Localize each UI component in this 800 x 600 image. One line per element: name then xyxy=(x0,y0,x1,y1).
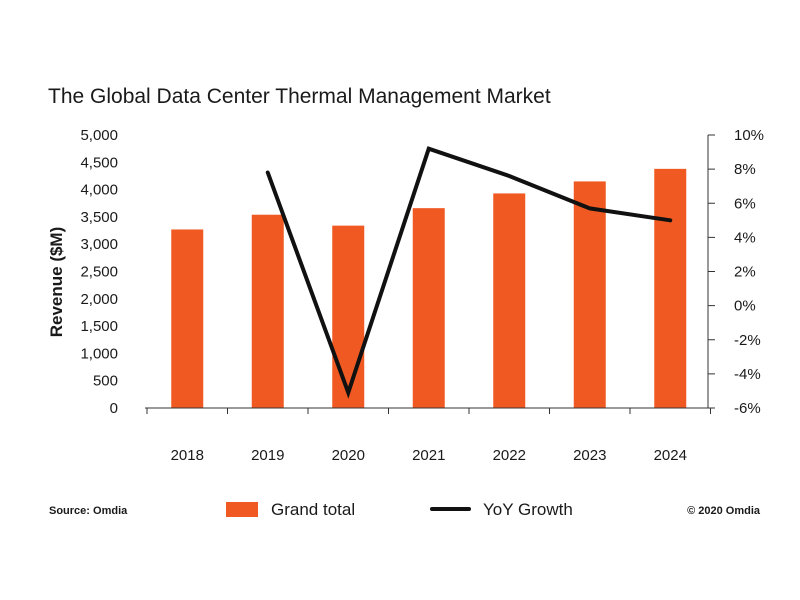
y2-tick-label: 8% xyxy=(734,161,756,178)
y-tick-label: 0 xyxy=(110,400,118,417)
bar-2019 xyxy=(251,214,284,408)
bar-2023 xyxy=(573,181,606,408)
right-axis-ticks: 10% 8% 6% 4% 2% 0% -2% -4% -6% xyxy=(708,127,764,417)
y2-tick-label: 10% xyxy=(734,127,764,144)
y2-tick-label: 0% xyxy=(734,298,756,315)
source-note: Source: Omdia xyxy=(49,505,128,517)
y2-tick-label: -4% xyxy=(734,366,761,383)
x-tick-label-2019: 2019 xyxy=(251,447,284,464)
left-axis-ticks: 5,000 4,500 4,000 3,500 3,000 2,500 2,000 1,500… xyxy=(80,127,118,417)
chart-title: The Global Data Center Thermal Managemen… xyxy=(48,85,551,108)
y-tick-label: 5,000 xyxy=(80,127,118,144)
y2-tick-label: 4% xyxy=(734,229,756,246)
y-tick-label: 2,500 xyxy=(80,264,118,281)
legend: Grand total YoY Growth xyxy=(226,500,573,519)
bar-series xyxy=(171,168,687,408)
bar-2021 xyxy=(412,208,445,408)
x-tick-label-2022: 2022 xyxy=(493,447,526,464)
legend-swatch-grand-total xyxy=(226,502,258,517)
line-series xyxy=(265,146,673,399)
y-tick-label: 2,000 xyxy=(80,291,118,308)
y2-tick-label: -6% xyxy=(734,400,761,417)
y-tick-label: 1,500 xyxy=(80,318,118,335)
bar-2020 xyxy=(332,225,365,408)
y-tick-label: 4,000 xyxy=(80,182,118,199)
legend-label-grand-total: Grand total xyxy=(271,500,355,519)
y-tick-label: 500 xyxy=(93,373,118,390)
x-tick-label-2024: 2024 xyxy=(654,447,687,464)
x-axis-ticks: 2018 2019 2020 2021 2022 2023 2024 xyxy=(146,408,711,464)
x-tick-label-2018: 2018 xyxy=(171,447,204,464)
x-tick-label-2020: 2020 xyxy=(332,447,365,464)
y2-tick-label: 6% xyxy=(734,195,756,212)
y-tick-label: 4,500 xyxy=(80,154,118,171)
x-tick-label-2021: 2021 xyxy=(412,447,445,464)
yoy-growth-line xyxy=(265,146,673,399)
y-tick-label: 3,500 xyxy=(80,209,118,226)
copyright-note: © 2020 Omdia xyxy=(687,505,761,517)
bar-2024 xyxy=(654,168,687,408)
x-tick-label-2023: 2023 xyxy=(573,447,606,464)
y2-tick-label: -2% xyxy=(734,332,761,349)
legend-label-yoy-growth: YoY Growth xyxy=(483,500,573,519)
bar-2018 xyxy=(171,229,204,408)
y2-tick-label: 2% xyxy=(734,264,756,281)
y-tick-label: 3,000 xyxy=(80,236,118,253)
y-axis-title: Revenue ($M) xyxy=(47,227,66,338)
y-tick-label: 1,000 xyxy=(80,345,118,362)
bar-2022 xyxy=(493,193,526,408)
